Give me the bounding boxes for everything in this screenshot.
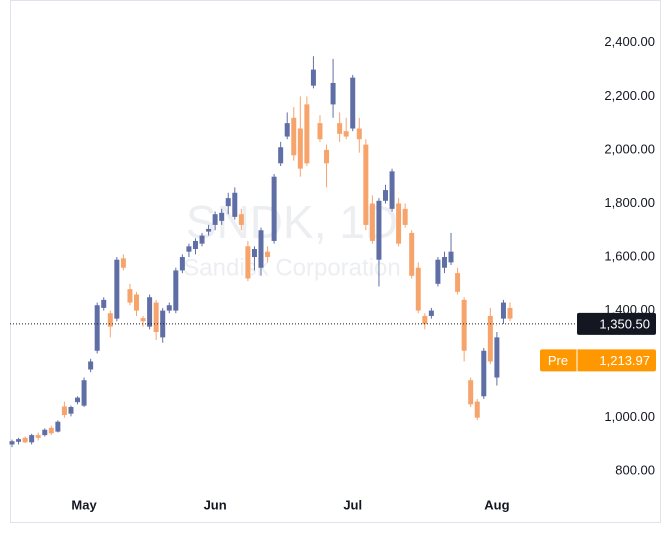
y-tick-label: 2,400.00 (604, 34, 655, 49)
candle-body (114, 259, 120, 319)
candle-body (271, 176, 277, 241)
candle-body (343, 131, 349, 137)
candle-body (68, 406, 74, 414)
y-tick-label: 2,000.00 (604, 141, 655, 156)
candle-body (206, 228, 212, 232)
candle-body (225, 198, 231, 207)
candle-body (42, 429, 48, 436)
candle-body (173, 270, 179, 311)
candle-body (61, 406, 67, 416)
candle-body (428, 310, 434, 316)
candle-body (75, 397, 81, 403)
candle-body (153, 302, 159, 333)
candle-body (324, 149, 330, 164)
candle-body (304, 104, 310, 164)
candle-body (461, 299, 467, 351)
candle-body (48, 427, 54, 434)
candle-body (278, 147, 284, 164)
candle-body (409, 232, 415, 276)
candle-body (376, 200, 382, 260)
candle-body (297, 128, 303, 169)
premarket-box (540, 349, 656, 372)
candle-body (219, 212, 225, 221)
premarket-name: Pre (548, 353, 568, 368)
candle-body (134, 294, 139, 311)
candle-body (251, 249, 257, 258)
candle-body (448, 251, 454, 263)
candle-body (35, 435, 41, 438)
candle-body (88, 361, 94, 370)
candle-body (422, 315, 428, 324)
candle-body (500, 302, 506, 319)
price-label-box (577, 312, 656, 335)
y-tick-label: 1,800.00 (604, 195, 655, 210)
candle-body (369, 203, 375, 241)
candle-body (402, 208, 408, 225)
candle-body (16, 439, 22, 442)
candle-body (481, 350, 487, 397)
candle-body (363, 144, 369, 225)
premarket-label: 1,213.97 (599, 353, 650, 368)
candle-body (258, 230, 264, 268)
candle-body (22, 437, 28, 443)
candle-body (383, 190, 388, 201)
y-tick-label: 1,000.00 (604, 409, 655, 424)
candle-body (245, 246, 251, 279)
candle-body (81, 380, 87, 406)
candle-body (415, 267, 421, 311)
candle-body (330, 82, 336, 105)
candle-body (337, 123, 343, 134)
candle-body (310, 69, 316, 86)
price-label: 1,350.50 (599, 316, 650, 331)
candle-body (389, 171, 395, 209)
candle-body (192, 240, 198, 249)
candle-body (356, 128, 362, 140)
candle-body (9, 441, 15, 445)
candle-body (166, 305, 172, 311)
candle-body (317, 123, 323, 140)
watermark-name: Sandisk Corporation (183, 254, 400, 281)
candle-body (441, 257, 447, 268)
x-tick-label: Aug (484, 497, 509, 512)
x-tick-label: Jul (343, 497, 362, 512)
candle-body (127, 289, 133, 303)
candle-body (396, 203, 402, 244)
candle-body (468, 380, 474, 405)
candle-body (291, 117, 297, 156)
candle-body (494, 337, 500, 378)
candle-body (435, 259, 441, 284)
candle-body (455, 273, 461, 292)
y-tick-label: 800.00 (615, 463, 655, 478)
candle-body (238, 214, 244, 225)
candle-body (120, 258, 126, 268)
candle-body (94, 305, 100, 351)
x-tick-label: May (71, 497, 97, 512)
candle-body (147, 297, 153, 327)
candle-body (179, 257, 185, 271)
candle-body (350, 77, 356, 129)
candle-body (55, 421, 61, 432)
candle-body (101, 299, 107, 308)
candle-body (140, 318, 146, 322)
y-tick-label: 1,600.00 (604, 248, 655, 263)
candle-body (487, 315, 493, 362)
candle-body (265, 251, 271, 258)
candle-body (284, 123, 290, 137)
candle-body (232, 192, 238, 217)
candle-body (199, 235, 205, 244)
candle-body (212, 214, 218, 225)
candle-body (507, 307, 513, 319)
candle-body (186, 246, 192, 252)
candle-body (107, 313, 113, 327)
candle-body (29, 435, 35, 443)
x-tick-label: Jun (204, 497, 227, 512)
candle-body (160, 310, 166, 338)
y-tick-label: 2,200.00 (604, 88, 655, 103)
candle-body (474, 401, 480, 418)
